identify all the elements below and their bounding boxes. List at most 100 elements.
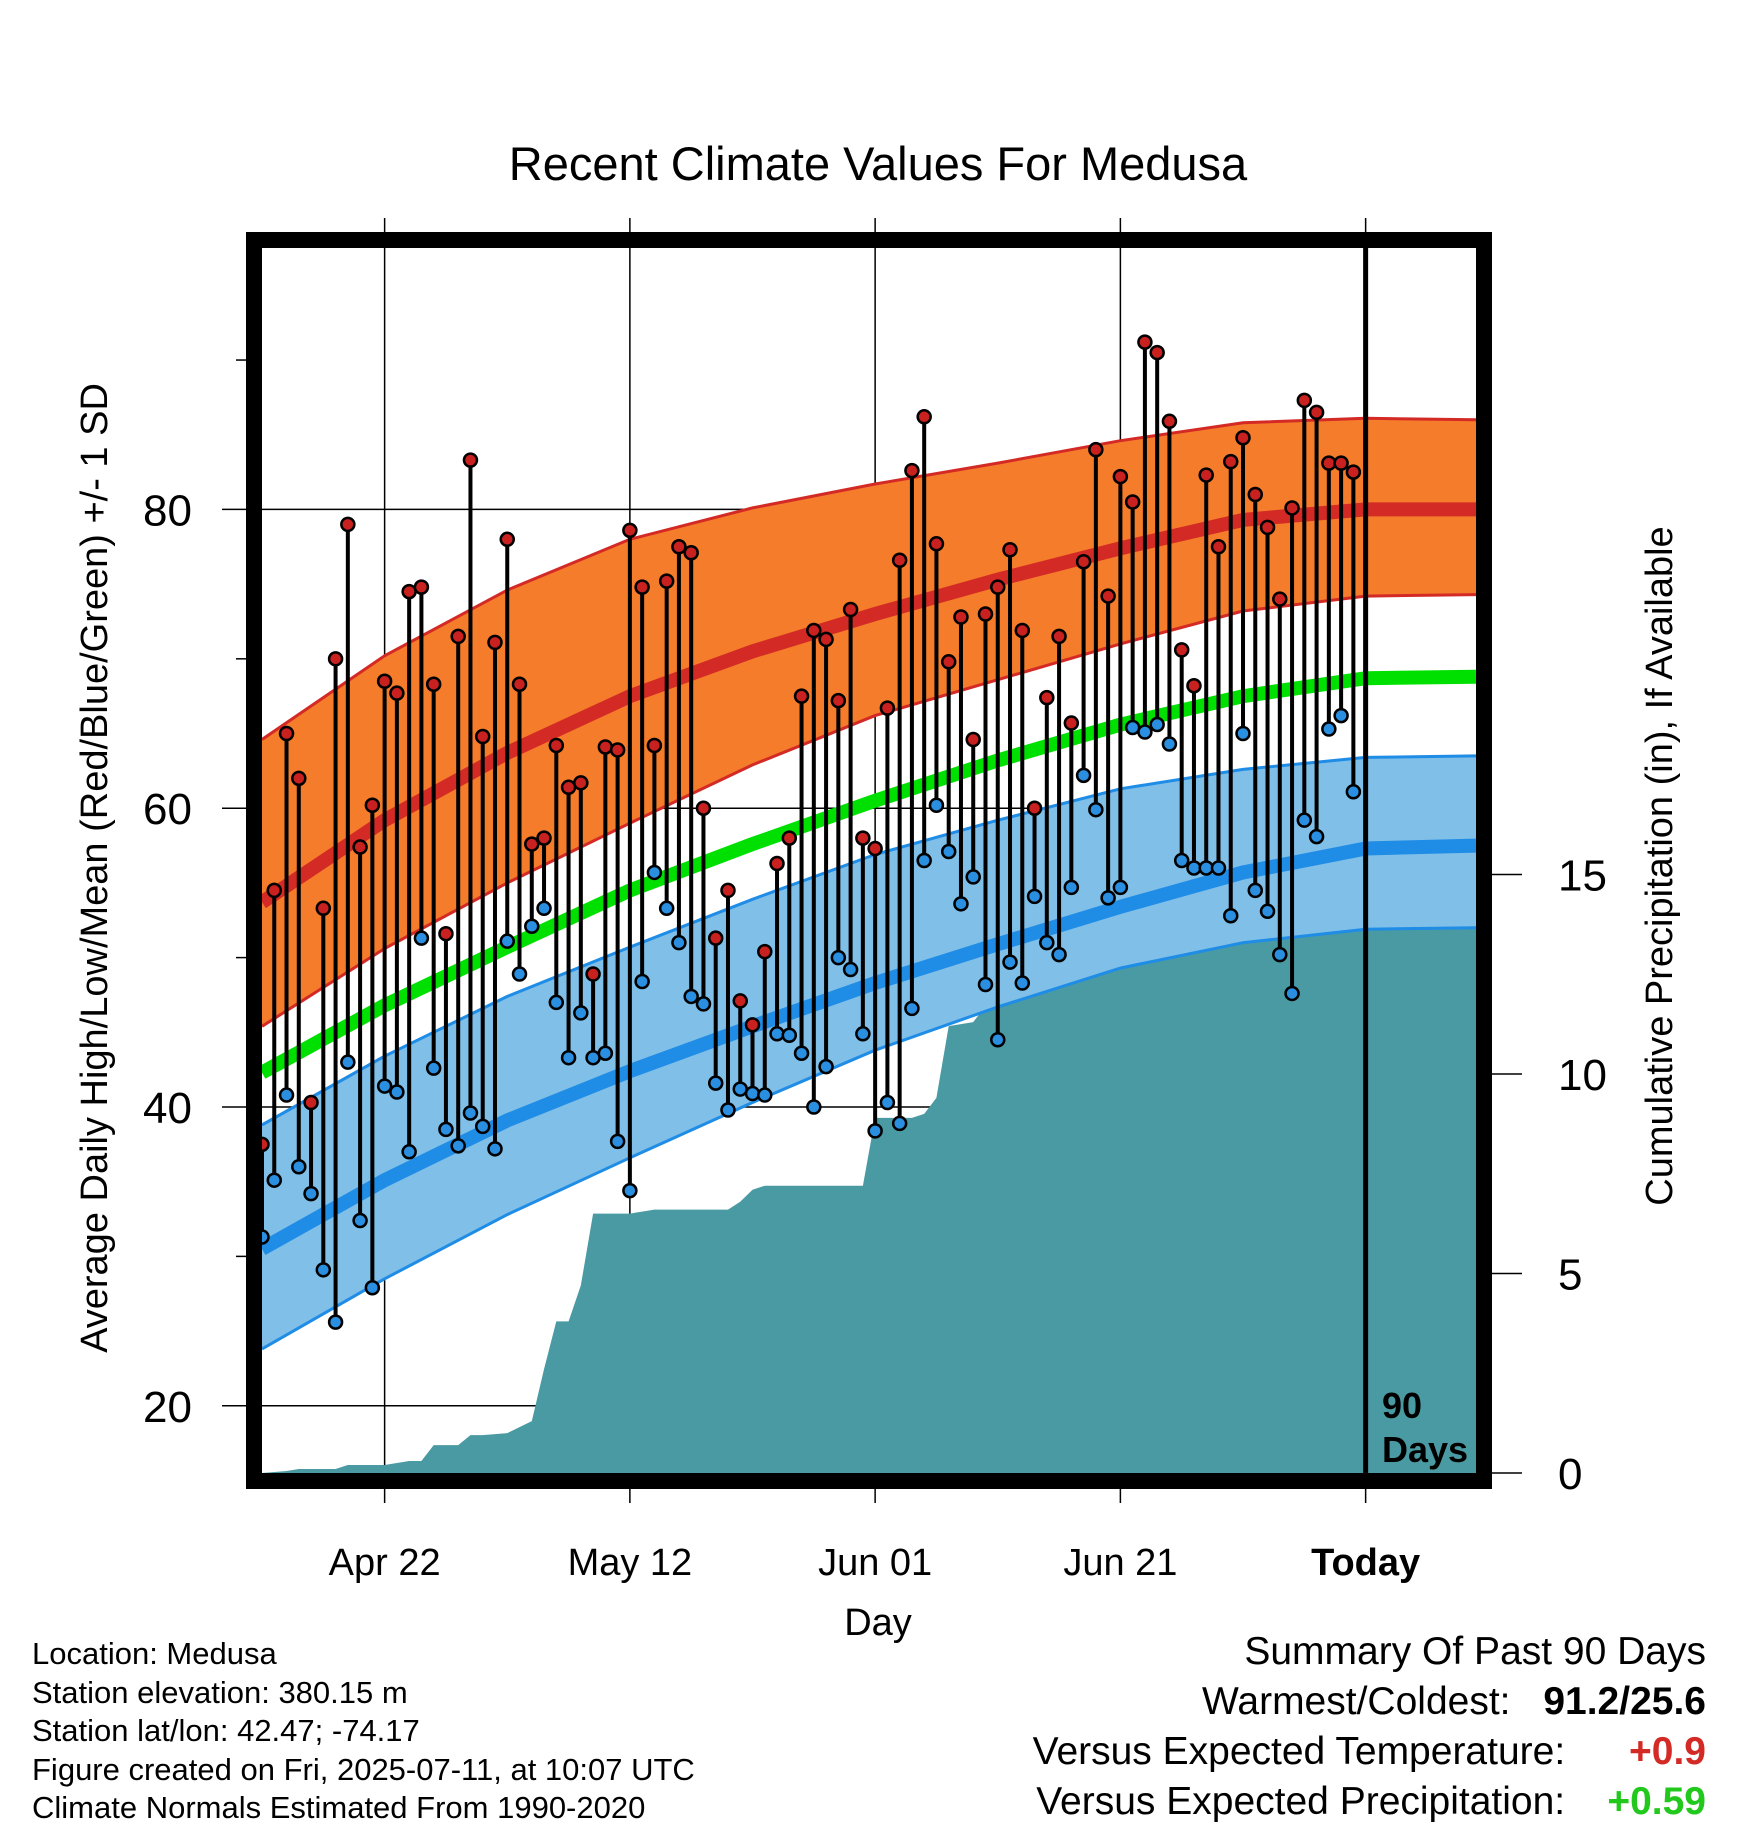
daily-high-point xyxy=(327,651,344,667)
summary-panel: Summary Of Past 90 Days Warmest/Coldest:… xyxy=(1033,1627,1706,1827)
daily-high-point xyxy=(646,737,663,754)
daily-low-point xyxy=(1063,879,1080,896)
daily-high-point xyxy=(1186,677,1202,694)
daily-high-point xyxy=(720,882,736,899)
daily-high-point xyxy=(536,830,552,846)
daily-high-point xyxy=(622,522,638,539)
warmest-coldest-row: Warmest/Coldest: 91.2/25.6 xyxy=(1033,1677,1706,1727)
daily-low-point xyxy=(438,1121,454,1138)
chart-title: Recent Climate Values For Medusa xyxy=(509,137,1248,190)
daily-high-point xyxy=(1051,628,1067,645)
daily-low-point xyxy=(916,852,932,869)
daily-low-point xyxy=(940,843,957,860)
daily-low-point xyxy=(1112,879,1129,896)
daily-low-point xyxy=(965,869,981,885)
daily-low-point xyxy=(1284,985,1300,1002)
summary-heading: Summary Of Past 90 Days xyxy=(1244,1630,1706,1673)
normal-high-lower-line xyxy=(262,593,1476,1028)
daily-low-point xyxy=(793,1045,810,1061)
today-marker-label: Days xyxy=(1382,1429,1468,1470)
daily-high-point xyxy=(1026,800,1043,816)
y-tick-label: 80 xyxy=(143,486,192,535)
daily-low-point xyxy=(769,1026,785,1042)
daily-high-point xyxy=(977,606,994,622)
daily-low-point xyxy=(266,1172,283,1188)
station-info: Location: Medusa Station elevation: 380.… xyxy=(32,1635,695,1828)
daily-high-point xyxy=(855,830,871,846)
daily-low-point xyxy=(1161,736,1178,752)
normal-high-line xyxy=(262,502,1476,909)
daily-high-point xyxy=(1100,588,1116,604)
daily-low-point xyxy=(757,1087,773,1103)
plot-layers xyxy=(262,248,1476,1473)
y2-tick-label: 0 xyxy=(1558,1450,1582,1499)
daily-high-point xyxy=(1296,392,1313,409)
daily-low-point xyxy=(634,973,650,990)
daily-low-point xyxy=(573,1005,589,1021)
daily-low-point xyxy=(352,1212,368,1229)
warmest-coldest-label: Warmest/Coldest: xyxy=(1202,1680,1511,1723)
y-tick-label: 60 xyxy=(143,785,192,834)
daily-low-point xyxy=(781,1027,798,1044)
daily-high-point xyxy=(891,552,908,568)
daily-low-point xyxy=(695,996,712,1012)
daily-high-point xyxy=(842,601,859,618)
daily-low-point xyxy=(1235,725,1251,742)
precipitation-area xyxy=(262,902,1476,1473)
daily-high-point xyxy=(695,800,712,816)
daily-low-point xyxy=(364,1280,381,1296)
daily-low-point xyxy=(291,1159,307,1175)
daily-low-point xyxy=(658,900,675,917)
daily-low-point xyxy=(450,1138,466,1154)
daily-high-point xyxy=(793,688,810,704)
daily-high-point xyxy=(291,770,307,787)
daily-low-point xyxy=(425,1060,442,1076)
daily-low-point xyxy=(389,1084,405,1100)
daily-low-point xyxy=(646,864,663,881)
daily-high-point xyxy=(904,462,920,479)
daily-low-point xyxy=(511,966,528,982)
daily-low-point xyxy=(683,988,699,1005)
daily-low-point xyxy=(609,1133,626,1150)
daily-low-point xyxy=(327,1314,344,1330)
daily-high-point xyxy=(340,516,356,533)
daily-high-point xyxy=(867,840,883,857)
daily-high-point xyxy=(744,1017,761,1033)
today-marker-label: 90 xyxy=(1382,1385,1422,1426)
daily-low-point xyxy=(1173,852,1190,869)
daily-low-point xyxy=(1210,860,1227,876)
y-tick-label: 40 xyxy=(143,1084,192,1133)
daily-high-point xyxy=(438,925,454,942)
y-tick-label: 20 xyxy=(143,1383,192,1432)
daily-low-point xyxy=(671,934,687,951)
daily-low-point xyxy=(1014,975,1031,991)
daily-low-point xyxy=(1051,946,1067,963)
latlon-text: Station lat/lon: 42.47; -74.17 xyxy=(32,1713,420,1748)
daily-low-point xyxy=(303,1185,319,1202)
daily-high-point xyxy=(1247,486,1264,503)
daily-low-point xyxy=(597,1045,614,1061)
daily-high-point xyxy=(1222,453,1239,470)
daily-low-point xyxy=(413,930,430,946)
daily-low-point xyxy=(524,918,540,934)
daily-high-point xyxy=(781,830,798,846)
normal-high-upper-line xyxy=(262,416,1476,741)
daily-high-point xyxy=(1210,539,1227,555)
daily-low-point xyxy=(1247,882,1264,899)
daily-low-point xyxy=(1308,828,1325,845)
daily-high-point xyxy=(1308,404,1325,421)
daily-low-point xyxy=(1039,934,1055,951)
daily-high-point xyxy=(1137,334,1153,350)
normal-mean-line xyxy=(262,669,1476,1079)
daily-low-point xyxy=(1296,812,1313,828)
daily-low-point xyxy=(462,1105,479,1121)
daily-low-point xyxy=(622,1182,638,1199)
daily-high-point xyxy=(315,900,332,917)
daily-low-point xyxy=(744,1085,761,1102)
daily-low-point xyxy=(720,1102,736,1118)
daily-high-point xyxy=(990,579,1006,595)
daily-high-point xyxy=(425,676,442,692)
normal-high-band xyxy=(262,418,1476,1027)
daily-high-point xyxy=(499,531,516,548)
